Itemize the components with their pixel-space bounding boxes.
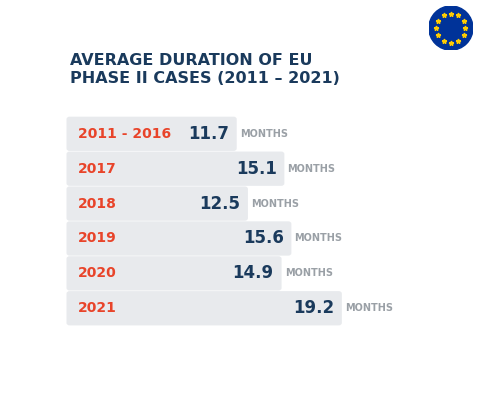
- Text: MONTHS: MONTHS: [240, 129, 288, 139]
- Text: MONTHS: MONTHS: [345, 303, 393, 313]
- Text: 2019: 2019: [78, 231, 117, 245]
- Text: MONTHS: MONTHS: [295, 233, 343, 243]
- FancyBboxPatch shape: [67, 221, 292, 255]
- Text: MONTHS: MONTHS: [285, 268, 333, 278]
- FancyBboxPatch shape: [67, 117, 236, 151]
- FancyBboxPatch shape: [67, 152, 285, 186]
- Text: 2020: 2020: [78, 266, 117, 280]
- FancyBboxPatch shape: [67, 186, 248, 221]
- Text: MONTHS: MONTHS: [288, 164, 336, 174]
- Text: AVERAGE DURATION OF EU
PHASE II CASES (2011 – 2021): AVERAGE DURATION OF EU PHASE II CASES (2…: [70, 53, 340, 86]
- FancyBboxPatch shape: [67, 256, 282, 290]
- Circle shape: [429, 6, 473, 50]
- Text: 15.6: 15.6: [243, 229, 284, 247]
- Text: 12.5: 12.5: [199, 194, 240, 213]
- Text: 2021: 2021: [78, 301, 117, 315]
- Text: 19.2: 19.2: [293, 299, 334, 317]
- FancyBboxPatch shape: [67, 291, 342, 325]
- Text: 15.1: 15.1: [236, 160, 277, 178]
- Text: 11.7: 11.7: [188, 125, 229, 143]
- Text: MONTHS: MONTHS: [251, 198, 299, 209]
- Text: 2011 - 2016: 2011 - 2016: [78, 127, 171, 141]
- Text: 2017: 2017: [78, 162, 117, 176]
- Text: 14.9: 14.9: [232, 264, 274, 282]
- Text: 2018: 2018: [78, 196, 117, 211]
